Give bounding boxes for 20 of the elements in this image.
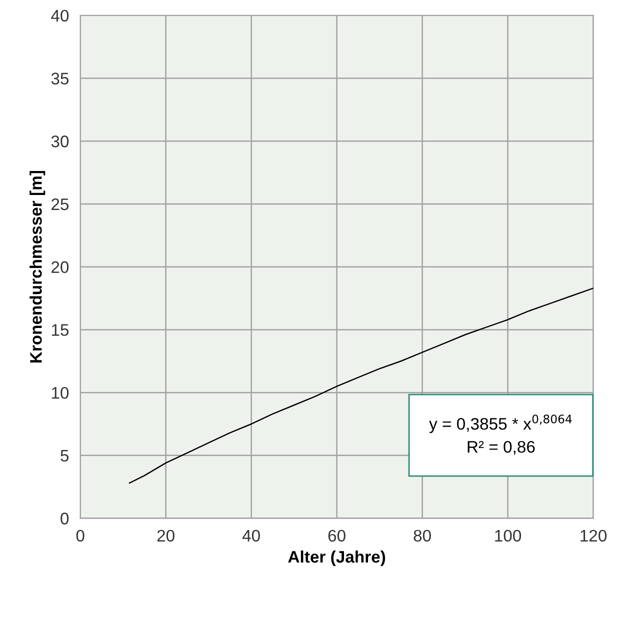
x-tick-label: 40 (242, 530, 260, 542)
y-tick-label: 10 (52, 386, 69, 399)
y-tick-label: 5 (60, 450, 69, 462)
x-tick-label: 60 (328, 530, 346, 542)
y-tick-label: 20 (52, 261, 69, 274)
y-tick-label: 15 (52, 324, 69, 336)
y-tick-label: 25 (52, 198, 69, 210)
x-tick-label: 100 (495, 530, 522, 542)
x-tick-label: 0 (76, 530, 84, 542)
y-tick-label: 30 (51, 136, 69, 148)
x-tick-label: 80 (414, 530, 431, 542)
y-axis-title: Kronendurchmesser [m] (30, 171, 46, 363)
x-tick-label: 120 (580, 530, 607, 542)
text: y = 0,3855 * x$^{0,8064}$ R² = 0,86 (429, 414, 572, 455)
line-series (128, 288, 594, 484)
y-tick-label: 35 (51, 72, 69, 84)
x-axis-title: Alter (Jahre) (288, 550, 386, 566)
y-tick-label: 40 (51, 10, 69, 22)
y-tick-label: 0 (60, 512, 69, 524)
x-tick-label: 20 (157, 530, 174, 542)
